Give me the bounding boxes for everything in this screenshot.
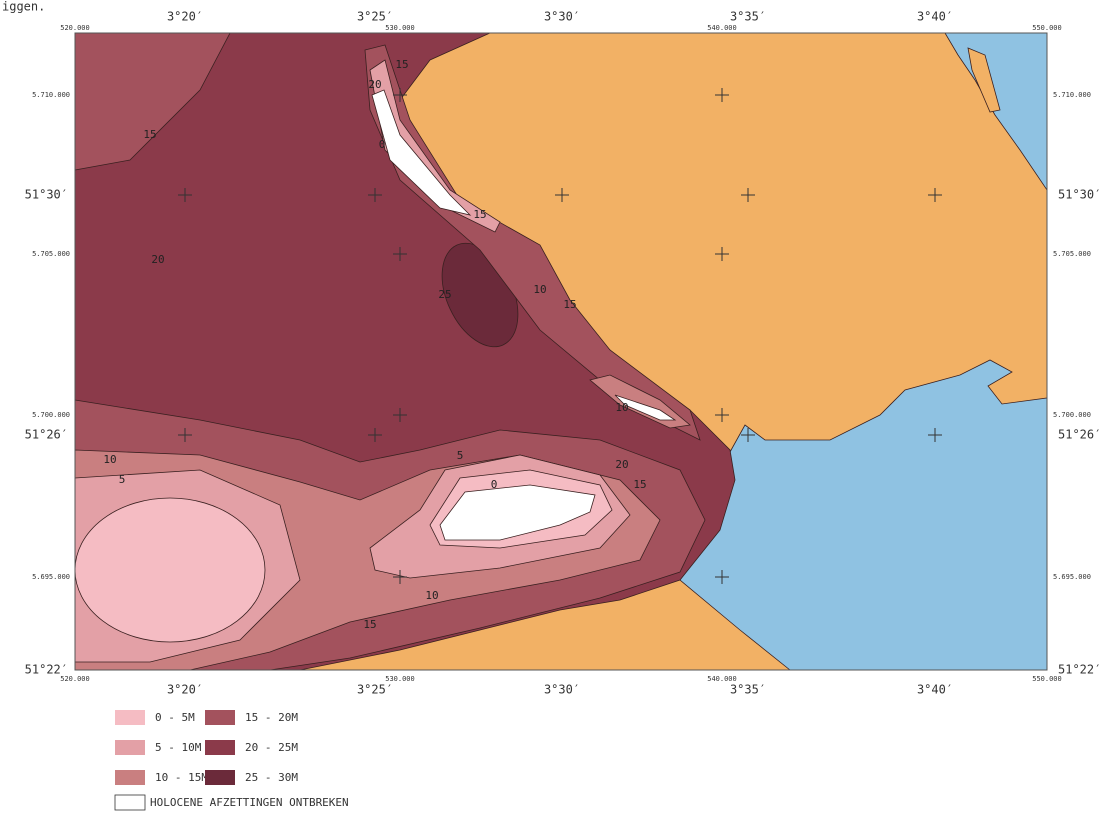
partial-text: iggen.: [2, 0, 45, 14]
contour-label: 20: [615, 458, 628, 471]
legend-label: 0 - 5M: [155, 711, 195, 724]
legend-swatch: [205, 770, 235, 785]
contour-label: 5: [457, 449, 464, 462]
grid-crosses: [178, 88, 942, 584]
no-deposits: [614, 394, 677, 421]
grid-cross: [368, 428, 382, 442]
right-degree: 51°30′: [1058, 188, 1101, 202]
contour-label: 10: [103, 453, 116, 466]
contour-label: 20: [368, 78, 381, 91]
grid-cross: [555, 188, 569, 202]
grid-cross: [741, 188, 755, 202]
left-coord: 5.700.000: [32, 411, 70, 419]
grid-cross: [928, 188, 942, 202]
right-coord: 5.700.000: [1053, 411, 1091, 419]
contour-label: 25: [438, 288, 451, 301]
top-coord: 530.000: [385, 24, 415, 32]
contour-label: 10: [425, 589, 438, 602]
frame: [74, 32, 1048, 671]
grid-cross: [715, 408, 729, 422]
bottom-degree: 3°40′: [917, 683, 953, 697]
map-body: [74, 32, 1048, 671]
contour-label: 20: [151, 253, 164, 266]
contour-label: 0: [379, 138, 386, 151]
bottom-coord: 520.000: [60, 675, 90, 683]
bottom-degree: 3°30′: [544, 683, 580, 697]
contour-label: 15: [473, 208, 486, 221]
right-degree: 51°26′: [1058, 428, 1101, 442]
grid-cross: [393, 88, 407, 102]
left-coord: 5.710.000: [32, 91, 70, 99]
right-coord: 5.695.000: [1053, 573, 1091, 581]
left-degree: 51°30′: [25, 188, 68, 202]
grid-cross: [393, 408, 407, 422]
top-coord: 520.000: [60, 24, 90, 32]
legend-swatch: [115, 740, 145, 755]
legend-swatch: [205, 710, 235, 725]
grid-cross: [715, 570, 729, 584]
island: [967, 47, 1001, 113]
legend-swatch: [205, 740, 235, 755]
legend-label: 25 - 30M: [245, 771, 298, 784]
grid-cross: [715, 247, 729, 261]
top-degree: 3°35′: [730, 10, 766, 24]
no-deposits: [371, 89, 472, 216]
top-coord: 550.000: [1032, 24, 1062, 32]
contour-label: 10: [615, 401, 628, 414]
depth-15-20: [364, 44, 701, 441]
bottom-coord: 540.000: [707, 675, 737, 683]
bottom-coord: 550.000: [1032, 675, 1062, 683]
grid-cross: [368, 188, 382, 202]
contour-label: 0: [491, 478, 498, 491]
bottom-degree: 3°35′: [730, 683, 766, 697]
contour-label: 5: [119, 473, 126, 486]
grid-cross: [178, 188, 192, 202]
legend-swatch: [115, 710, 145, 725]
grid-cross: [715, 88, 729, 102]
no-deposits: [439, 484, 596, 541]
legend-label: 15 - 20M: [245, 711, 298, 724]
grid-cross: [393, 247, 407, 261]
left-degree: 51°26′: [25, 428, 68, 442]
contour-label: 15: [395, 58, 408, 71]
legend-swatch: [115, 770, 145, 785]
top-coord: 540.000: [707, 24, 737, 32]
grid-cross: [393, 570, 407, 584]
depth-0-5: [74, 497, 266, 643]
right-degree: 51°22′: [1058, 663, 1101, 677]
bottom-degree: 3°25′: [357, 683, 393, 697]
legend-label: 10 - 15M: [155, 771, 208, 784]
contour-label: 15: [143, 128, 156, 141]
left-coord: 5.705.000: [32, 250, 70, 258]
left-coord: 5.695.000: [32, 573, 70, 581]
contour-label: 15: [563, 298, 576, 311]
bottom-coord: 530.000: [385, 675, 415, 683]
legend-label: 20 - 25M: [245, 741, 298, 754]
contour-label: 15: [363, 618, 376, 631]
bottom-degree: 3°20′: [167, 683, 203, 697]
legend: 0 - 5M 5 - 10M 10 - 15M 15 - 20M 20 - 25M 25 …: [114, 710, 349, 811]
grid-cross: [741, 428, 755, 442]
top-degree: 3°40′: [917, 10, 953, 24]
grid-cross: [178, 428, 192, 442]
right-coord: 5.705.000: [1053, 250, 1091, 258]
contour-label: 10: [533, 283, 546, 296]
contour-label: 15: [633, 478, 646, 491]
top-degree: 3°30′: [544, 10, 580, 24]
legend-label: HOLOCENE AFZETTINGEN ONTBREKEN: [150, 796, 349, 809]
right-coord: 5.710.000: [1053, 91, 1091, 99]
top-degree: 3°25′: [357, 10, 393, 24]
labels: iggen. 3°20′ 3°20′ 3°25′ 3°25′ 3°30′ 3°30′ 3°35…: [2, 0, 1101, 697]
legend-label: 5 - 10M: [155, 741, 202, 754]
top-degree: 3°20′: [167, 10, 203, 24]
left-degree: 51°22′: [25, 663, 68, 677]
grid-cross: [928, 428, 942, 442]
legend-swatch: [114, 794, 146, 811]
